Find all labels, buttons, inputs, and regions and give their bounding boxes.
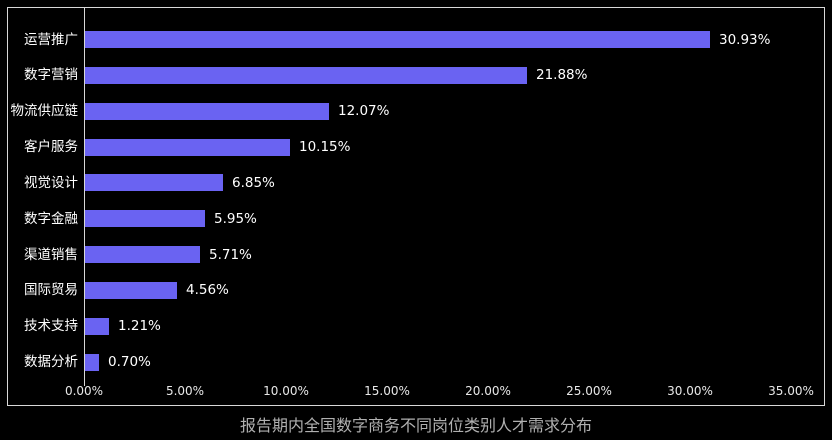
bar (85, 281, 177, 299)
category-label: 客户服务 (24, 139, 78, 156)
bar (85, 174, 223, 192)
x-tick-label: 35.00% (768, 384, 814, 398)
y-axis-tick (84, 380, 85, 386)
x-tick-label: 15.00% (364, 384, 410, 398)
value-label: 12.07% (338, 103, 390, 120)
category-label: 视觉设计 (24, 174, 78, 191)
category-label: 数据分析 (24, 354, 78, 371)
value-label: 5.95% (214, 210, 257, 227)
bar (85, 31, 710, 48)
x-tick-label: 25.00% (566, 384, 612, 398)
category-label: 运营推广 (24, 31, 78, 48)
value-label: 30.93% (719, 31, 771, 48)
chart-frame: 运营推广 30.93% 数字营销 21.88% 物流供应链 12.07% 客户服务 10.15… (7, 7, 825, 406)
category-label: 技术支持 (24, 318, 78, 335)
value-label: 6.85% (232, 174, 275, 191)
value-label: 0.70% (108, 354, 151, 371)
bar (85, 246, 200, 264)
category-label: 渠道销售 (24, 246, 78, 263)
bar (85, 102, 329, 120)
value-label: 4.56% (186, 282, 229, 299)
x-tick-label: 10.00% (263, 384, 309, 398)
bar (85, 317, 109, 335)
x-tick-label: 20.00% (465, 384, 511, 398)
bar (85, 66, 527, 84)
category-label: 数字营销 (24, 67, 78, 84)
bar (85, 353, 99, 371)
bar (85, 138, 290, 156)
category-label: 数字金融 (24, 210, 78, 227)
x-tick-label: 30.00% (667, 384, 713, 398)
value-label: 21.88% (536, 67, 588, 84)
x-tick-label: 0.00% (64, 384, 104, 398)
bar (85, 210, 205, 228)
category-label: 物流供应链 (10, 103, 79, 120)
x-tick-label: 5.00% (165, 384, 205, 398)
chart-title: 报告期内全国数字商务不同岗位类别人才需求分布 (239, 416, 592, 435)
y-axis-line (84, 8, 85, 380)
category-label: 国际贸易 (24, 282, 78, 299)
value-label: 5.71% (209, 246, 252, 263)
value-label: 1.21% (118, 318, 161, 335)
value-label: 10.15% (299, 139, 351, 156)
